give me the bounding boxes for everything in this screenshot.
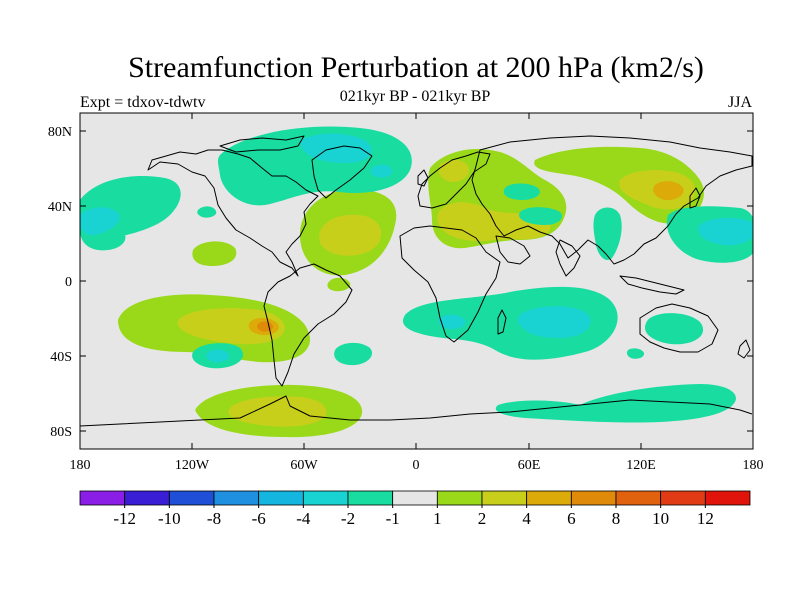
- dateline-negative: [197, 206, 217, 218]
- page-title: Streamfunction Perturbation at 200 hPa (…: [128, 51, 704, 84]
- madagascar-coast: [497, 309, 507, 335]
- colorbar-label: -4: [296, 509, 311, 528]
- strong-negative-regions: [80, 133, 753, 363]
- latitude-labels: 80N 40N 0 40S 80S: [48, 125, 72, 440]
- indian-ocean-cyan: [517, 306, 591, 338]
- subtitle: 021kyr BP - 021kyr BP: [339, 88, 491, 105]
- south-atlantic-cyan: [438, 314, 466, 330]
- colorbar-swatch: [79, 490, 126, 506]
- indonesia-coast: [619, 275, 685, 295]
- colorbar-swatch: [168, 490, 215, 506]
- colorbar-swatch: [258, 490, 304, 506]
- arabia-negative: [503, 183, 540, 200]
- season-label: JJA: [727, 94, 752, 111]
- australia-coast: [639, 303, 719, 353]
- lat-tick-label: 80N: [48, 125, 72, 140]
- colorbar-swatch: [570, 490, 617, 506]
- north-pacific-cyan: [80, 207, 120, 236]
- australia-negative: [645, 313, 704, 345]
- experiment-label: Expt = tdxov-tdwtv: [80, 94, 206, 111]
- north-atlantic-olive: [319, 214, 382, 256]
- lat-tick-label: 40S: [50, 350, 72, 365]
- colorbar-labels: -12 -10 -8 -6 -4 -2 -1 1 2 4 6 8 10 12: [113, 505, 714, 528]
- north-america-coast: [147, 149, 319, 277]
- colorbar-swatch: [213, 490, 260, 506]
- colorbar-label: -10: [158, 509, 181, 528]
- south-america-coast: [263, 263, 353, 387]
- arctic-islands-coast: [219, 135, 305, 153]
- colorbar-label: 6: [567, 509, 576, 528]
- north-atlantic-cyan: [370, 164, 393, 178]
- colorbar-label: -6: [252, 509, 266, 528]
- colorbar-swatch: [615, 490, 662, 506]
- lon-tick-label: 60W: [290, 458, 318, 473]
- colorbar-label: -2: [341, 509, 355, 528]
- lat-tick-label: 0: [65, 275, 72, 290]
- colorbar-label: 4: [522, 509, 531, 528]
- colorbar-label: 2: [478, 509, 487, 528]
- south-pacific-olive: [177, 308, 285, 345]
- colorbar-label: 1: [433, 509, 442, 528]
- lon-tick-label: 120W: [175, 458, 210, 473]
- coastlines: [80, 135, 753, 427]
- colorbar-label: 12: [697, 509, 714, 528]
- colorbar-swatch: [660, 490, 706, 506]
- longitude-labels: 180 120W 60W 0 60E 120E 180: [70, 458, 764, 473]
- colorbar-label: -12: [113, 509, 136, 528]
- southeast-asia-negative: [593, 207, 622, 261]
- strong-positive-regions: [177, 159, 696, 427]
- colorbar: [79, 490, 751, 506]
- south-pacific-max: [257, 321, 274, 332]
- south-atlantic-negative: [334, 342, 373, 366]
- southern-ocean-negative: [495, 384, 736, 423]
- japan-coast: [689, 187, 701, 209]
- colorbar-label: 8: [612, 509, 621, 528]
- europe-coast: [417, 151, 491, 209]
- antarctica-coast: [80, 395, 753, 427]
- europe-olive: [438, 159, 470, 182]
- colorbar-label: -8: [207, 509, 221, 528]
- west-pacific-cyan: [698, 217, 753, 246]
- lat-tick-label: 80S: [50, 425, 72, 440]
- colorbar-label: 10: [652, 509, 669, 528]
- indian-small-negative: [627, 348, 645, 359]
- lon-tick-label: 120E: [626, 458, 656, 473]
- lon-tick-label: 0: [413, 458, 420, 473]
- arabia-coast: [495, 235, 531, 265]
- colorbar-swatch: [481, 490, 528, 506]
- lon-tick-label: 180: [70, 458, 91, 473]
- colorbar-swatch: [124, 490, 170, 506]
- iran-negative: [519, 207, 563, 225]
- mongolia-peak: [653, 181, 684, 201]
- colorbar-label: -1: [386, 509, 400, 528]
- antarctic-olive: [228, 396, 327, 427]
- colorbar-swatch: [436, 490, 483, 506]
- indian-ocean-negative: [402, 286, 618, 360]
- india-coast: [555, 239, 581, 277]
- colorbar-swatch: [347, 490, 394, 506]
- new-zealand-coast: [737, 339, 751, 359]
- colorbar-swatch: [704, 490, 751, 506]
- lon-tick-label: 180: [743, 458, 764, 473]
- map-field: [80, 126, 753, 438]
- africa-coast: [399, 225, 501, 343]
- colorbar-swatch: [392, 490, 438, 506]
- central-pacific-positive: [192, 241, 237, 266]
- lat-tick-label: 40N: [48, 200, 72, 215]
- colorbar-swatch: [526, 490, 572, 506]
- greenland-coast: [311, 145, 373, 199]
- southeast-pacific-cyan: [206, 349, 230, 363]
- peak-positive-regions: [248, 181, 684, 336]
- asia-coast: [471, 135, 753, 265]
- britain-coast: [417, 169, 429, 187]
- colorbar-swatch: [302, 490, 349, 506]
- axis-ticks: [79, 113, 754, 449]
- lon-tick-label: 60E: [518, 458, 541, 473]
